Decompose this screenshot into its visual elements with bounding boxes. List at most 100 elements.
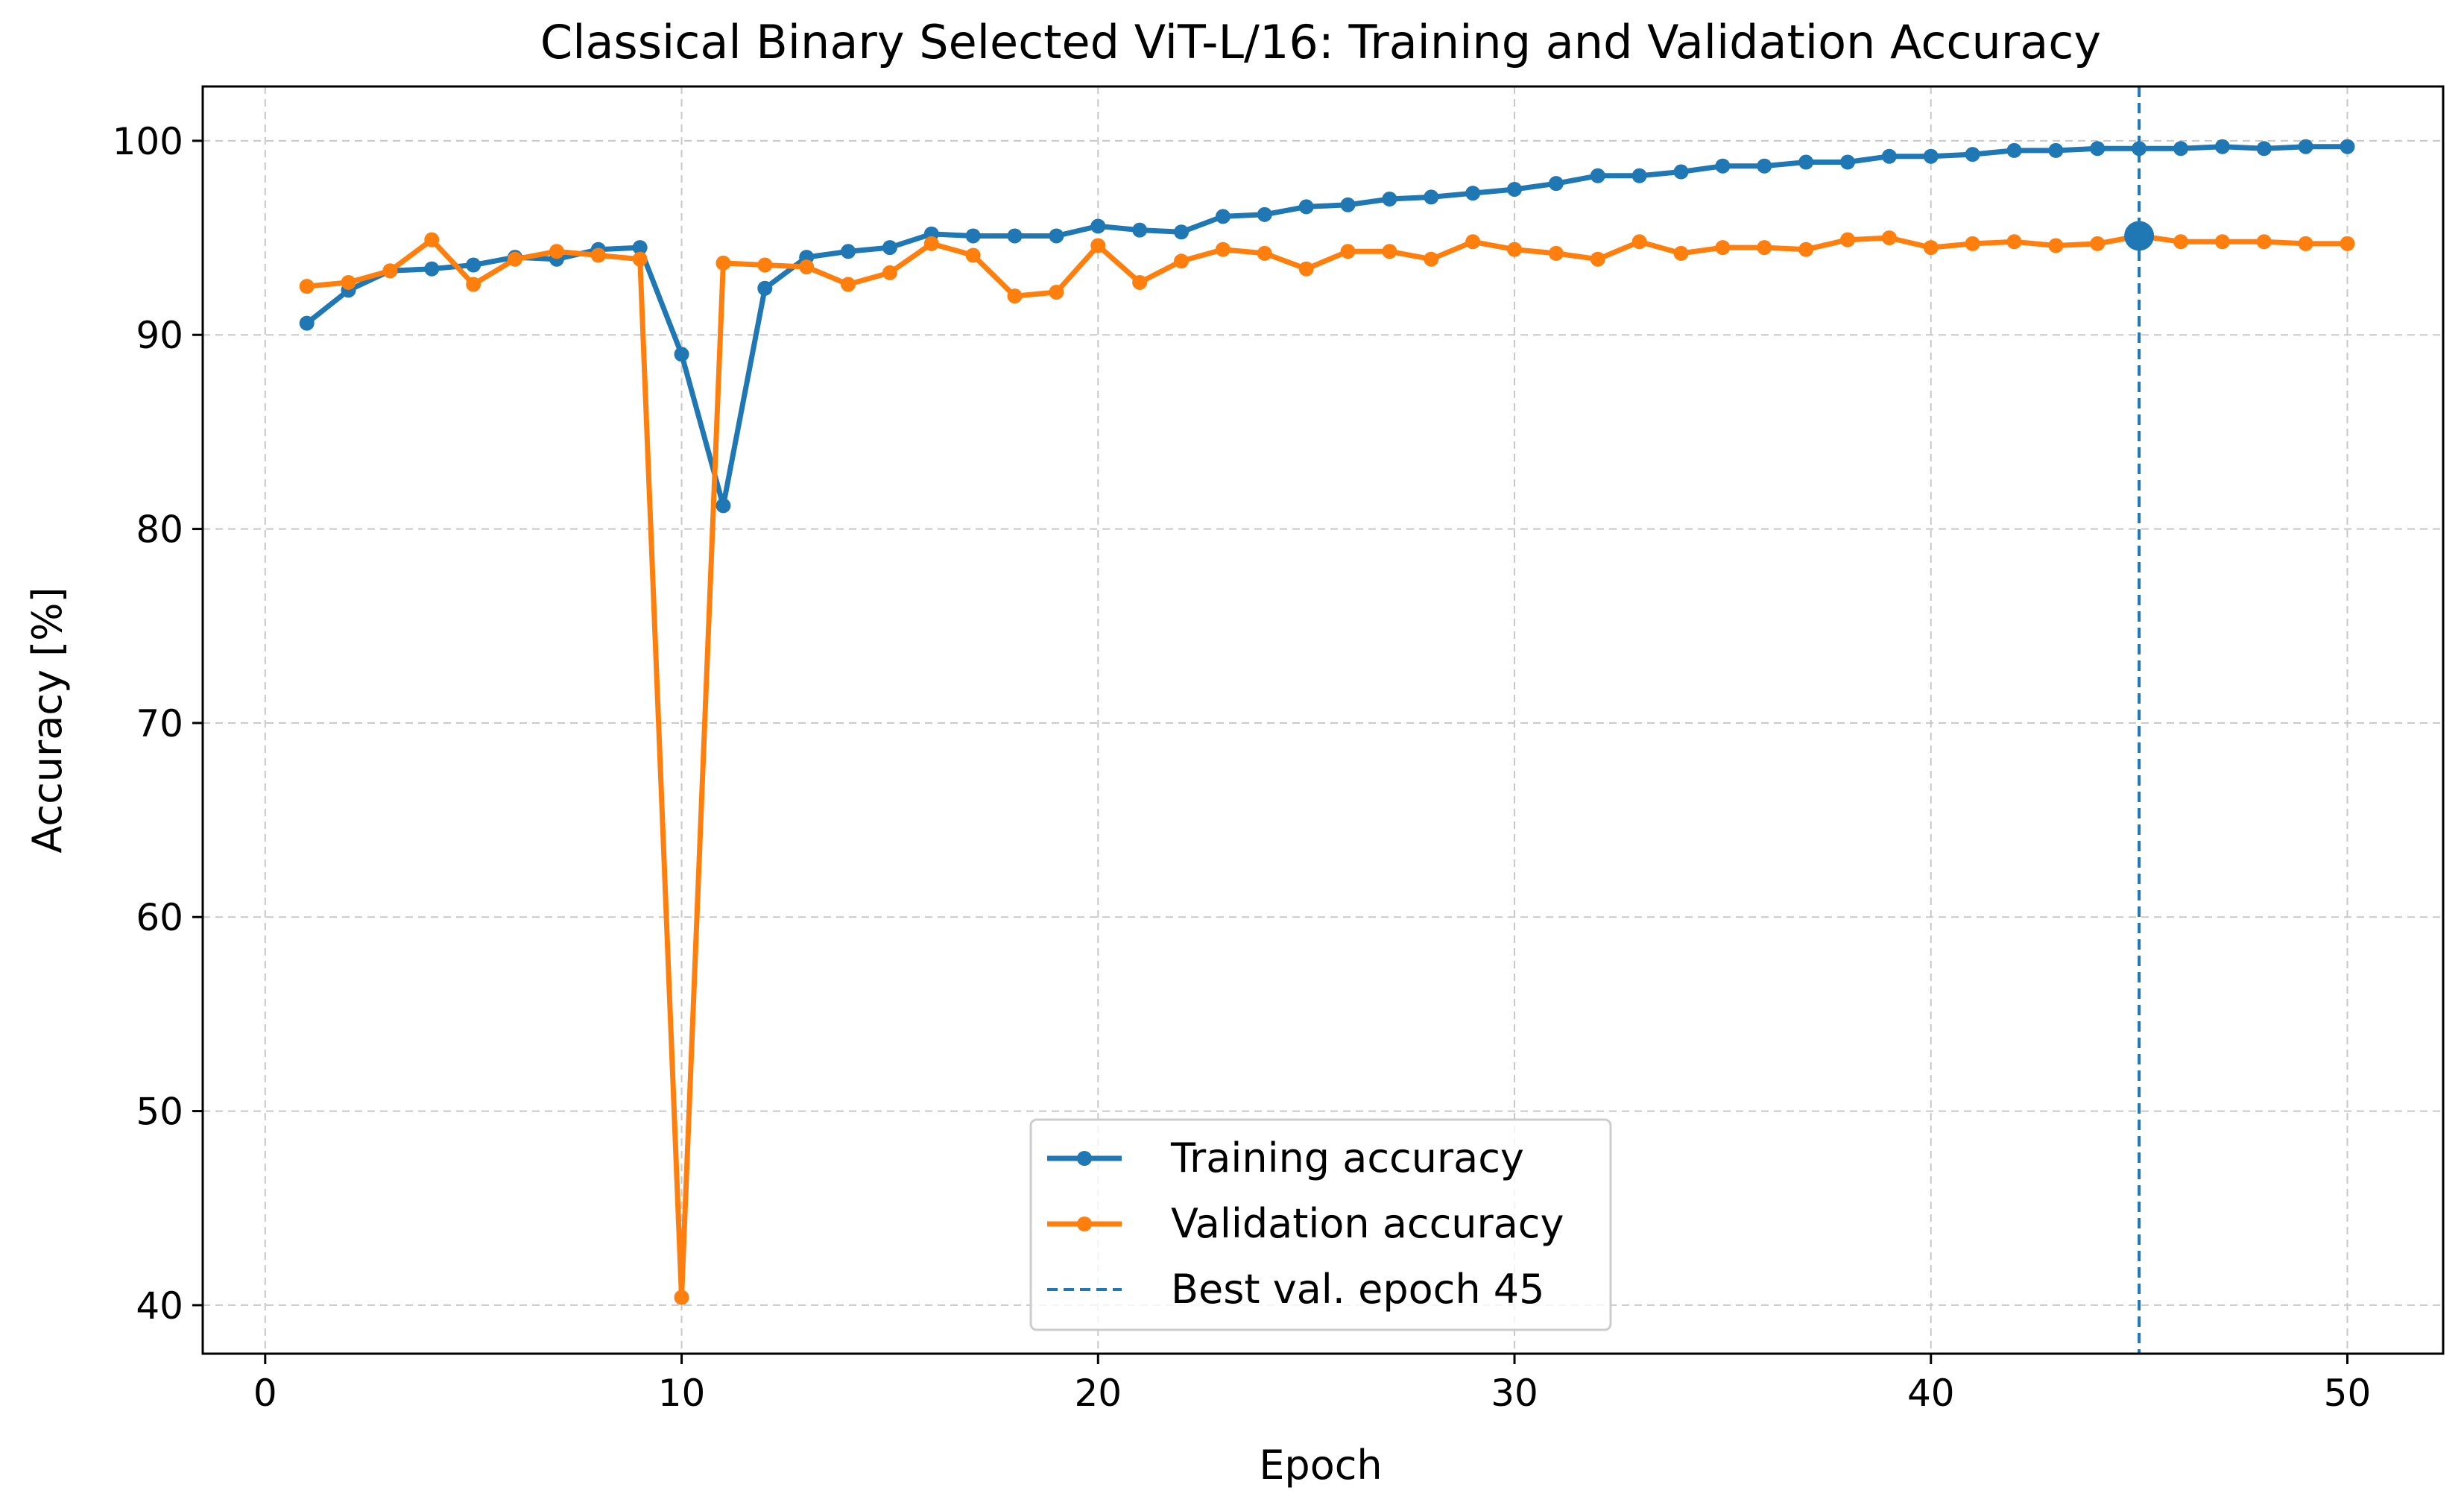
best-epoch-point xyxy=(2124,221,2155,251)
data-point xyxy=(1507,181,1523,197)
data-point xyxy=(2298,139,2313,154)
x-tick-label: 20 xyxy=(1074,1372,1122,1415)
data-point xyxy=(715,255,731,271)
data-point xyxy=(466,277,481,292)
data-point xyxy=(757,280,773,296)
data-point xyxy=(1174,224,1190,240)
data-point xyxy=(2340,139,2355,154)
data-point xyxy=(841,244,856,259)
legend-box xyxy=(1029,1118,1612,1331)
x-tick-label: 50 xyxy=(2324,1372,2372,1415)
data-point xyxy=(923,236,939,251)
data-point xyxy=(424,232,440,247)
legend-marker xyxy=(1077,1217,1092,1231)
data-point xyxy=(1049,284,1064,300)
data-point xyxy=(1881,148,1897,164)
data-point xyxy=(757,257,773,273)
legend-label: Validation accuracy xyxy=(1171,1200,1564,1247)
data-point xyxy=(1215,209,1231,224)
data-point xyxy=(1631,234,1647,250)
data-point xyxy=(965,247,981,263)
data-point xyxy=(1757,158,1772,174)
data-point xyxy=(1965,147,1980,163)
data-point xyxy=(424,261,440,277)
data-point xyxy=(1798,154,1814,170)
data-point xyxy=(1923,148,1939,164)
data-point xyxy=(674,1290,689,1305)
data-point xyxy=(1965,236,1980,251)
tick-labels: 0 10 20 30 40 50 40 50 60 70 80 90 100 xyxy=(113,120,2372,1415)
data-point xyxy=(508,251,523,267)
data-point xyxy=(466,257,481,273)
data-point xyxy=(299,315,315,331)
series-lines xyxy=(299,139,2355,1305)
data-point xyxy=(1298,199,1314,215)
data-point xyxy=(1340,244,1356,259)
data-point xyxy=(1507,242,1523,257)
plot-frame xyxy=(201,85,2445,1355)
data-point xyxy=(632,240,648,256)
data-point xyxy=(882,265,897,280)
data-point xyxy=(1132,222,1148,238)
data-point xyxy=(2006,142,2022,158)
chart-title: Classical Binary Selected ViT-L/16: Trai… xyxy=(540,15,2101,69)
y-tick-label: 60 xyxy=(136,896,183,939)
data-point xyxy=(1590,251,1605,267)
data-point xyxy=(1465,186,1481,201)
legend-label: Best val. epoch 45 xyxy=(1171,1266,1544,1313)
legend-item-training: Training accuracy xyxy=(1047,1135,1524,1181)
data-point xyxy=(1007,288,1023,304)
series-validation xyxy=(299,228,2355,1305)
data-point xyxy=(1673,164,1689,180)
data-point xyxy=(1007,228,1023,244)
x-tick-label: 40 xyxy=(1907,1372,1955,1415)
data-point xyxy=(1631,168,1647,183)
data-point xyxy=(2340,236,2355,251)
data-point xyxy=(1881,230,1897,246)
data-point xyxy=(1548,176,1564,192)
x-tick-label: 10 xyxy=(658,1372,706,1415)
data-point xyxy=(2048,238,2064,253)
data-point xyxy=(1715,240,1731,256)
data-point xyxy=(632,251,648,267)
data-point xyxy=(2132,141,2147,157)
data-point xyxy=(1424,189,1439,205)
legend-label: Training accuracy xyxy=(1170,1135,1524,1181)
data-point xyxy=(2090,141,2106,157)
data-point xyxy=(341,274,356,290)
data-point xyxy=(1132,274,1148,290)
data-point xyxy=(1840,232,1856,247)
data-point xyxy=(2090,236,2106,251)
data-point xyxy=(1590,168,1605,183)
legend: Training accuracy Validation accuracy Best… xyxy=(1029,1118,1612,1331)
data-point xyxy=(1715,158,1731,174)
data-point xyxy=(1174,253,1190,269)
legend-marker xyxy=(1077,1151,1092,1166)
y-tick-label: 100 xyxy=(113,120,183,163)
y-tick-label: 40 xyxy=(136,1284,183,1328)
data-point xyxy=(549,244,564,259)
data-point xyxy=(2256,141,2272,157)
y-tick-label: 80 xyxy=(136,508,183,552)
y-tick-label: 70 xyxy=(136,702,183,745)
data-point xyxy=(2006,234,2022,250)
y-axis-label: Accuracy [%] xyxy=(24,587,71,853)
x-tick-label: 30 xyxy=(1491,1372,1538,1415)
data-point xyxy=(1090,238,1106,253)
data-point xyxy=(2048,142,2064,158)
data-point xyxy=(1798,242,1814,257)
data-point xyxy=(1548,245,1564,261)
data-point xyxy=(1382,244,1397,259)
data-point xyxy=(715,498,731,514)
data-point xyxy=(2298,236,2313,251)
data-point xyxy=(1298,261,1314,277)
data-point xyxy=(2173,141,2188,157)
data-point xyxy=(2173,234,2188,250)
data-point xyxy=(674,347,689,362)
data-point xyxy=(841,277,856,292)
data-point xyxy=(1340,197,1356,212)
x-tick-label: 0 xyxy=(253,1372,277,1415)
x-axis-label: Epoch xyxy=(1259,1442,1382,1489)
data-point xyxy=(1090,218,1106,234)
